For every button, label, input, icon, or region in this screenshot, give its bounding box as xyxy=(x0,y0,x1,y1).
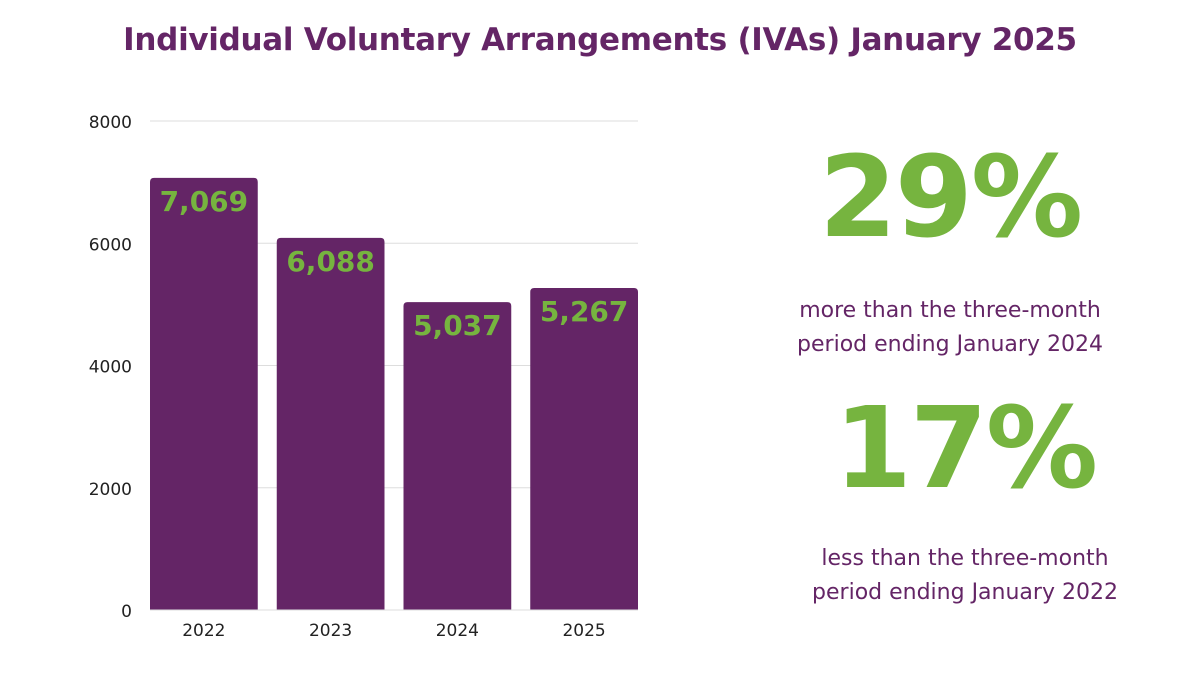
bar-chart: 0 2000 4000 6000 8000 7,069 2022 6,088 2023 5,037… xyxy=(89,113,638,641)
bar xyxy=(403,302,512,610)
stat-decrease-caption-line2: period ending January 2022 xyxy=(812,580,1118,605)
bar xyxy=(150,177,258,610)
y-tick-label: 4000 xyxy=(89,358,132,378)
x-tick-label: 2025 xyxy=(562,621,605,641)
y-tick-label: 6000 xyxy=(89,235,132,255)
x-tick-label: 2022 xyxy=(182,621,225,641)
bar-data-label: 5,037 xyxy=(413,309,502,342)
y-tick-label: 0 xyxy=(121,602,132,622)
stat-increase: 29% more than the three-month period end… xyxy=(760,142,1140,362)
bar-data-label: 7,069 xyxy=(160,185,249,218)
bar-data-label: 5,267 xyxy=(540,295,629,328)
bar xyxy=(530,288,638,610)
stat-decrease: 17% less than the three-month period end… xyxy=(775,393,1155,610)
x-tick-label: 2023 xyxy=(309,621,352,641)
stat-increase-value: 29% xyxy=(818,133,1083,263)
stat-increase-caption-line1: more than the three-month xyxy=(799,298,1101,323)
x-tick-label: 2024 xyxy=(436,621,479,641)
bar xyxy=(276,237,385,610)
y-tick-label: 8000 xyxy=(89,113,132,133)
bar-data-label: 6,088 xyxy=(286,245,375,278)
stat-increase-caption: more than the three-month period ending … xyxy=(760,294,1140,362)
stat-decrease-caption-line1: less than the three-month xyxy=(821,546,1109,571)
y-tick-label: 2000 xyxy=(89,480,132,500)
stat-decrease-value: 17% xyxy=(833,384,1098,514)
page-title: Individual Voluntary Arrangements (IVAs)… xyxy=(123,22,1077,58)
stat-decrease-caption: less than the three-month period ending … xyxy=(775,542,1155,610)
stat-increase-caption-line2: period ending January 2024 xyxy=(797,332,1103,357)
